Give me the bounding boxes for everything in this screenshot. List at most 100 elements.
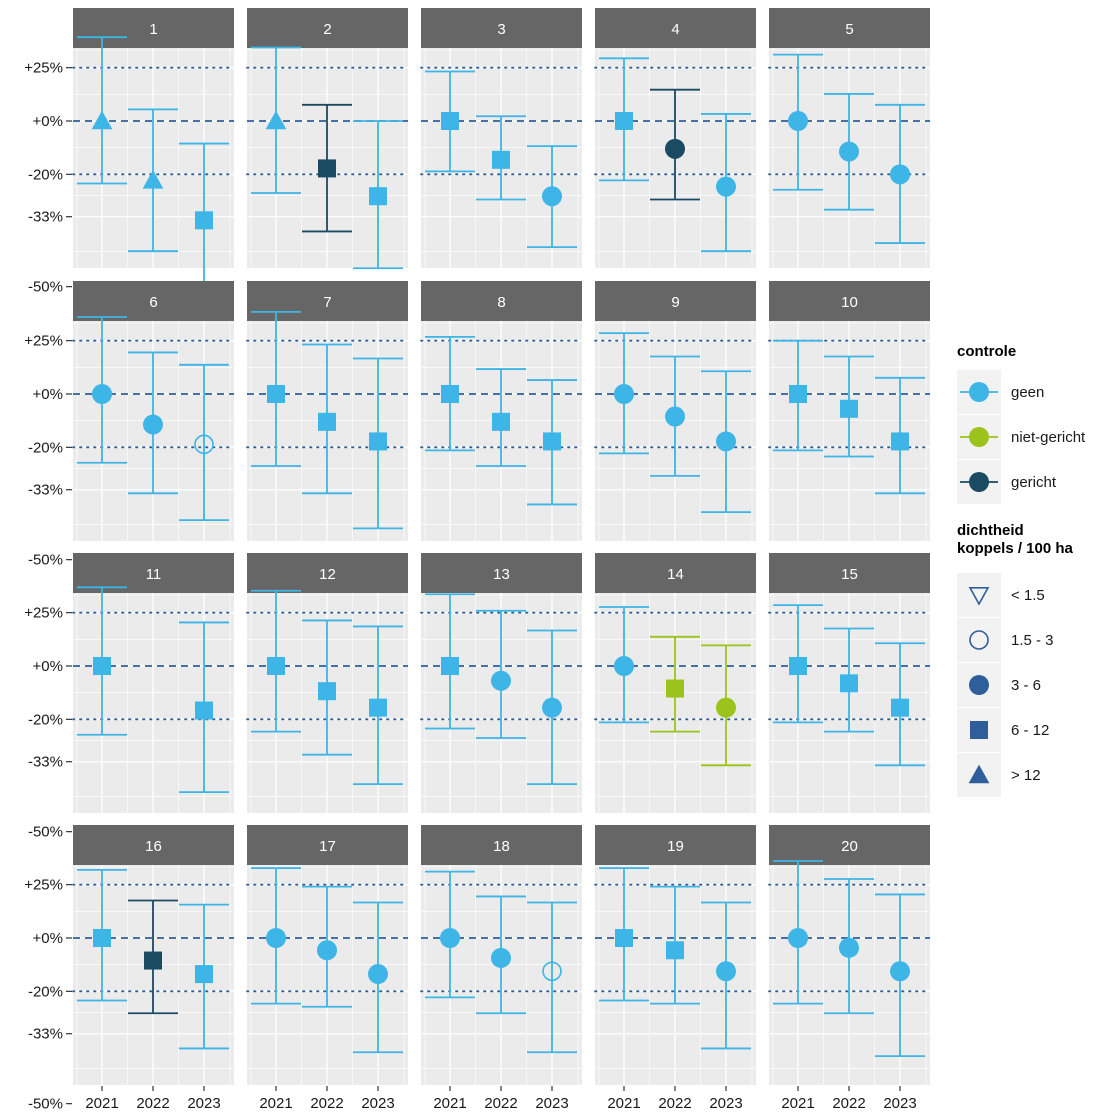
x-tick-label: 2021 (781, 1095, 814, 1112)
circle-marker (491, 670, 511, 691)
circle-open-marker (194, 434, 214, 455)
errorbar-2023 (701, 644, 751, 767)
facet-strip (247, 8, 408, 48)
facet-label: 9 (671, 294, 679, 311)
square-marker (891, 698, 909, 717)
triangle-down-open-marker (968, 586, 990, 606)
facet-strip (421, 825, 582, 865)
y-tick-label: -33% (28, 1026, 63, 1043)
facet-label: 16 (145, 838, 162, 855)
facet-14: 14 (594, 553, 757, 833)
circle-marker (614, 656, 634, 676)
circle-marker (491, 947, 511, 968)
square-marker (970, 721, 988, 739)
errorbar-2021 (251, 46, 301, 194)
circle-marker (890, 961, 910, 982)
errorbar-2021 (773, 860, 823, 1005)
errorbar-2022 (302, 619, 352, 756)
x-tick-label: 2023 (535, 1095, 568, 1112)
circle-marker (665, 138, 685, 159)
errorbar-2022 (476, 895, 526, 1015)
facet-strip (769, 8, 930, 48)
square-marker (369, 698, 387, 717)
y-tick-label: +0% (33, 930, 63, 947)
square-marker (840, 399, 858, 418)
facet-strip (595, 825, 756, 865)
triangle-marker (265, 110, 287, 130)
square-marker (195, 965, 213, 984)
square-marker (789, 657, 807, 675)
circle-marker (440, 928, 460, 948)
y-tick-label: -20% (28, 711, 63, 728)
square-marker (441, 385, 459, 403)
x-tick-label: 2022 (310, 1095, 343, 1112)
facet-label: 5 (845, 21, 853, 38)
y-tick-label: -20% (28, 166, 63, 183)
errorbar-2023 (179, 903, 229, 1050)
square-marker (195, 701, 213, 720)
y-tick-label: -33% (28, 754, 63, 771)
facet-label: 15 (841, 566, 858, 583)
facet-1: 1 +25% +0% -20% -33% -50% (24, 8, 235, 313)
facet-strip (73, 8, 234, 48)
x-tick-label: 2022 (832, 1095, 865, 1112)
errorbar-2023 (179, 363, 229, 522)
square-marker (615, 929, 633, 947)
facet-label: 13 (493, 566, 510, 583)
circle-marker (542, 697, 562, 718)
errorbar-2022 (302, 103, 352, 233)
facet-label: 8 (497, 294, 505, 311)
x-tick-label: 2022 (136, 1095, 169, 1112)
circle-marker (542, 186, 562, 207)
facet-strip (769, 553, 930, 593)
legend-label-shape: > 12 (1011, 767, 1041, 784)
circle-marker (788, 928, 808, 948)
facet-strip (73, 281, 234, 321)
triangle-marker (142, 170, 164, 189)
square-marker (492, 150, 510, 169)
errorbar-2021 (77, 316, 127, 464)
square-marker (891, 432, 909, 451)
legend-label-shape: < 1.5 (1011, 587, 1045, 604)
y-tick-label: -50% (28, 1096, 63, 1113)
y-tick-label: +25% (24, 877, 63, 894)
errorbar-2023 (353, 120, 403, 270)
errorbar-2023 (527, 379, 577, 506)
errorbar-2021 (251, 867, 301, 1005)
legend-label-niet-gericht: niet-gericht (1011, 429, 1086, 446)
errorbar-2022 (476, 115, 526, 201)
x-tick-label: 2021 (433, 1095, 466, 1112)
facet-15: 15 (768, 553, 931, 833)
errorbar-2021 (77, 586, 127, 736)
errorbar-2023 (875, 103, 925, 244)
y-tick-label: -33% (28, 209, 63, 226)
errorbar-2023 (353, 901, 403, 1054)
facet-strip (421, 281, 582, 321)
y-tick-label: -20% (28, 439, 63, 456)
x-tick-label: 2023 (883, 1095, 916, 1112)
facet-strip (595, 281, 756, 321)
x-tick-label: 2023 (187, 1095, 220, 1112)
triangle-marker (91, 110, 113, 130)
errorbar-2022 (128, 351, 178, 495)
errorbar-2021 (425, 70, 475, 173)
errorbar-2023 (527, 901, 577, 1054)
errorbar-2023 (701, 901, 751, 1050)
legend: controle geen niet-gericht gericht dichtheid… (957, 343, 1086, 797)
facet-label: 1 (149, 21, 157, 38)
facet-strip (595, 553, 756, 593)
circle-marker (665, 406, 685, 427)
y-tick-label: -20% (28, 983, 63, 1000)
facet-11: 11 +25% +0% -20% -33% -50% (24, 553, 235, 841)
facet-strip (769, 281, 930, 321)
errorbar-2021 (599, 606, 649, 724)
errorbar-2023 (701, 113, 751, 253)
errorbar-2022 (650, 88, 700, 201)
errorbar-2021 (77, 36, 127, 185)
facet-label: 17 (319, 838, 336, 855)
circle-marker (969, 675, 989, 695)
facet-18: 18 2021 2022 2023 (420, 825, 583, 1112)
circle-marker (266, 928, 286, 948)
facet-label: 3 (497, 21, 505, 38)
